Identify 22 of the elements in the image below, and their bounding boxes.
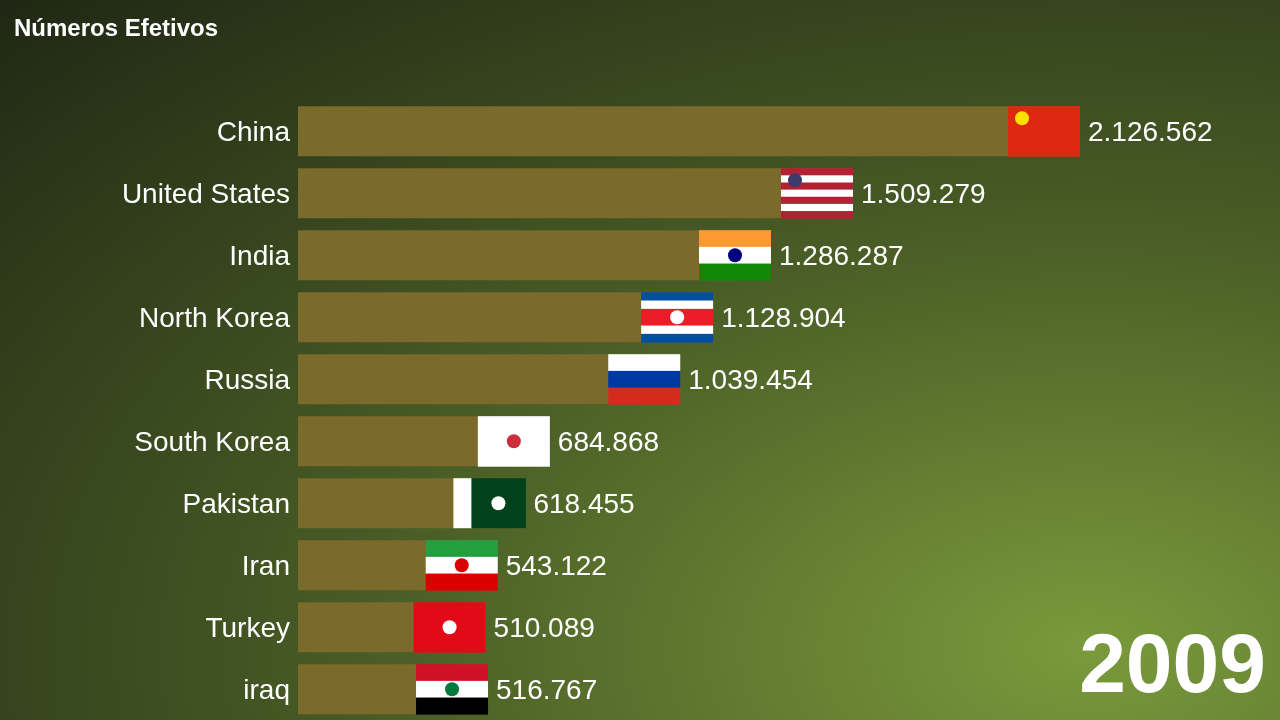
y-tick-label: United States <box>121 177 290 209</box>
y-tick-label: Turkey <box>205 611 290 643</box>
data-label: 543.122 <box>505 550 607 582</box>
data-label: 516.767 <box>496 674 598 706</box>
y-tick-label: North Korea <box>139 301 291 333</box>
y-tick-label: India <box>229 239 291 271</box>
y-tick-label: Pakistan <box>182 487 290 519</box>
y-tick-label: iraq <box>243 673 290 705</box>
data-label: 1.128.904 <box>721 302 846 334</box>
data-label: 618.455 <box>533 488 635 520</box>
data-label: 1.509.279 <box>861 178 986 210</box>
y-tick-label: Iran <box>241 549 290 581</box>
y-tick-label: South Korea <box>134 425 291 457</box>
annotation: 2009 <box>1079 615 1266 712</box>
y-tick-label: China <box>216 115 291 147</box>
data-label: 2.126.562 <box>1088 116 1213 148</box>
y-tick-label: Russia <box>204 363 291 395</box>
data-label: 1.286.287 <box>779 240 904 272</box>
data-label: 510.089 <box>493 612 595 644</box>
chart-title: Números Efetivos <box>14 14 219 42</box>
data-label: 684.868 <box>557 426 660 458</box>
data-label: 1.039.454 <box>688 364 813 396</box>
